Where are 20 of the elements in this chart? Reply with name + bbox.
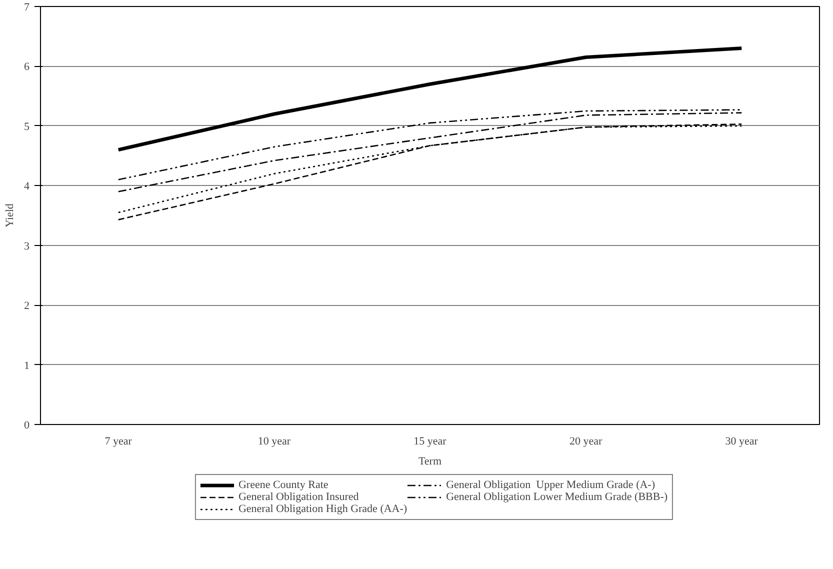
legend-label: Greene County Rate <box>238 479 328 491</box>
legend-label: General Obligation Upper Medium Grade (A-) <box>446 479 656 491</box>
y-tick-label: 6 <box>24 61 30 74</box>
x-tick-label: 15 year <box>414 436 447 448</box>
y-tick-label: 1 <box>24 360 30 372</box>
y-tick-label: 2 <box>24 300 30 312</box>
y-tick-label: 5 <box>24 120 30 133</box>
x-tick-label: 30 year <box>725 436 758 448</box>
x-tick-label: 10 year <box>258 436 291 448</box>
y-tick-label: 4 <box>24 180 30 193</box>
y-tick-label: 0 <box>24 420 30 432</box>
x-axis-title: Term <box>418 456 442 468</box>
y-tick-label: 7 <box>24 2 30 14</box>
legend-label: General Obligation Insured <box>238 491 359 503</box>
x-tick-label: 7 year <box>104 436 132 448</box>
y-tick-label: 3 <box>24 240 30 252</box>
x-tick-label: 20 year <box>569 436 602 448</box>
legend-label: General Obligation High Grade (AA-) <box>238 503 408 515</box>
y-axis-title: Yield <box>4 203 16 228</box>
legend-label: General Obligation Lower Medium Grade (BBB-) <box>446 491 668 503</box>
